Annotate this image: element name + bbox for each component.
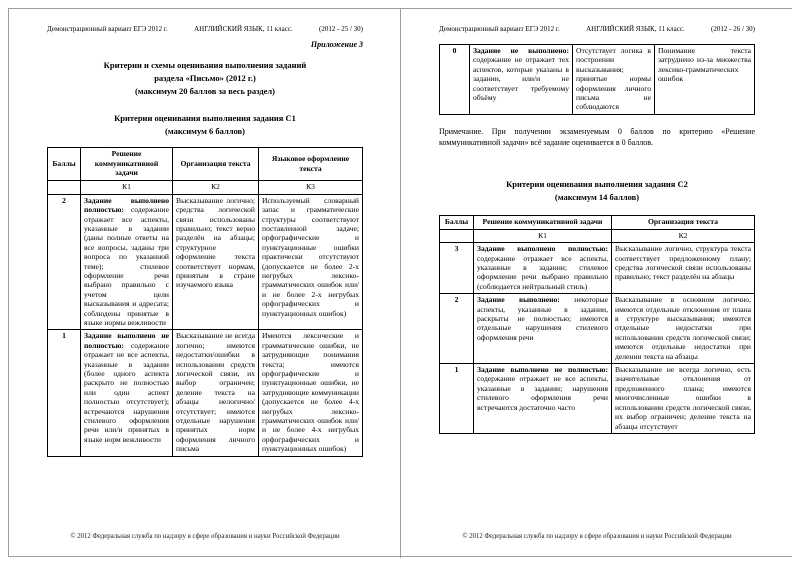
note-paragraph: Примечание. При получении экзаменуемым 0… <box>439 126 755 147</box>
main-title-line: (максимум 20 баллов за весь раздел) <box>134 85 276 96</box>
main-title-line: раздела «Письмо» (2012 г.) <box>154 72 256 83</box>
criteria-lead: Задание выполнено: <box>477 295 560 305</box>
score-cell: 1 <box>439 363 474 434</box>
criteria-cell-k1: Задание выполнено полностью: содержание … <box>473 242 612 295</box>
column-header-score: Баллы <box>47 146 81 182</box>
criteria-cell-k3: Понимание текста затруднено из-за множес… <box>654 44 755 115</box>
running-header: Демонстрационный вариант ЕГЭ 2012 г. АНГ… <box>47 25 363 33</box>
doc-variant-label: Демонстрационный вариант ЕГЭ 2012 г. <box>47 25 168 33</box>
criteria-cell-k2: Высказывание не всегда логично; имеются … <box>172 329 259 457</box>
footer-copyright: © 2012 Федеральная служба по надзору в с… <box>70 533 340 540</box>
table-row-score-1: 1 Задание выполнено не полностью: содерж… <box>47 329 363 457</box>
criteria-text: содержание отражает все аспекты, указанн… <box>84 205 169 328</box>
criteria-cell-k2: Высказывание логично, структура текста с… <box>611 242 755 295</box>
criteria-cell-k3: Имеются лексические и грамматические оши… <box>258 329 363 457</box>
table-row-score-0: 0 Задание не выполнено: содержание не от… <box>439 44 755 115</box>
score-cell: 3 <box>439 242 474 295</box>
c2-title-line: Критерии оценивания выполнения задания С… <box>506 179 688 190</box>
page-left: Демонстрационный вариант ЕГЭ 2012 г. АНГ… <box>9 9 400 556</box>
subheader-k1: К1 <box>80 180 173 195</box>
table-header-row: Баллы Решение коммуникативной задачи Орг… <box>439 214 755 230</box>
table-subheader-row: К1 К2 <box>439 228 755 244</box>
criteria-cell-k1: Задание выполнено не полностью: содержан… <box>80 329 173 457</box>
score-cell: 0 <box>439 44 470 115</box>
footer-copyright: © 2012 Федеральная служба по надзору в с… <box>462 533 732 540</box>
page-divider <box>400 8 401 558</box>
criteria-text: содержание отражает не все аспекты, указ… <box>477 374 608 412</box>
page-number: (2012 - 26 / 30) <box>711 25 755 33</box>
criteria-lead: Задание выполнено полностью: <box>477 244 608 254</box>
running-header: Демонстрационный вариант ЕГЭ 2012 г. АНГ… <box>439 25 755 33</box>
criteria-text: содержание отражает не все аспекты, указ… <box>84 340 169 444</box>
criteria-cell-k1: Задание выполнено полностью: содержание … <box>80 193 173 331</box>
subject-label: АНГЛИЙСКИЙ ЯЗЫК, 11 класс. <box>586 25 685 33</box>
subheader-k3: К3 <box>258 180 363 195</box>
c1-section-title: Критерии оценивания выполнения задания С… <box>47 112 363 138</box>
column-header-k1: Решение коммуникативной задачи <box>473 214 612 230</box>
criteria-cell-k2: Высказывание не всегда логично, есть зна… <box>611 363 755 434</box>
c2-criteria-table: Баллы Решение коммуникативной задачи Орг… <box>439 214 755 434</box>
page-number: (2012 - 25 / 30) <box>319 25 363 33</box>
score-cell: 2 <box>47 193 81 331</box>
column-header-k2: Организация текста <box>172 146 259 182</box>
c2-title-line: (максимум 14 баллов) <box>554 192 640 203</box>
table-row-score-3: 3 Задание выполнено полностью: содержани… <box>439 242 755 295</box>
c1-title-line: (максимум 6 баллов) <box>165 126 245 136</box>
c1-criteria-table-continuation: 0 Задание не выполнено: содержание не от… <box>439 44 755 115</box>
subheader-k2: К2 <box>172 180 259 195</box>
criteria-lead: Задание выполнено полностью: <box>84 195 169 215</box>
subheader-empty-cell <box>47 180 81 195</box>
criteria-cell-k1: Задание выполнено не полностью: содержан… <box>473 363 612 434</box>
subheader-k1: К1 <box>473 228 612 244</box>
main-title-line: Критерии и схемы оценивания выполнения з… <box>103 60 307 70</box>
table-row-score-2: 2 Задание выполнено полностью: содержани… <box>47 193 363 331</box>
subheader-k2: К2 <box>611 228 755 244</box>
table-row-score-1: 1 Задание выполнено не полностью: содерж… <box>439 363 755 434</box>
criteria-lead: Задание не выполнено: <box>473 46 569 55</box>
column-header-k2: Организация текста <box>611 214 755 230</box>
score-cell: 2 <box>439 293 474 365</box>
criteria-lead: Задание выполнено не полностью: <box>84 331 169 350</box>
page-right: Демонстрационный вариант ЕГЭ 2012 г. АНГ… <box>401 9 792 556</box>
doc-variant-label: Демонстрационный вариант ЕГЭ 2012 г. <box>439 25 560 33</box>
column-header-score: Баллы <box>439 214 474 230</box>
table-header-row: Баллы Решение коммуникативной задачи Орг… <box>47 146 363 182</box>
c1-title-line: Критерии оценивания выполнения задания С… <box>114 113 296 124</box>
table-row-score-2: 2 Задание выполнено: некоторые аспекты, … <box>439 293 755 365</box>
annex-label: Приложение 3 <box>310 40 363 49</box>
criteria-cell-k1: Задание выполнено: некоторые аспекты, ук… <box>473 293 612 365</box>
c1-criteria-table: Баллы Решение коммуникативной задачи Орг… <box>47 146 363 457</box>
criteria-text: некоторые аспекты, указанные в задании, … <box>477 295 608 342</box>
subheader-empty-cell <box>439 228 474 244</box>
c2-section-title: Критерии оценивания выполнения задания С… <box>439 178 755 204</box>
subject-label: АНГЛИЙСКИЙ ЯЗЫК, 11 класс. <box>194 25 293 33</box>
criteria-cell-k3: Используемый словарный запас и грамматич… <box>258 193 363 331</box>
criteria-cell-k2: Высказывание логично; средства логическо… <box>172 193 259 331</box>
criteria-cell-k2: Отсутствует логика в построении высказыв… <box>572 44 655 115</box>
score-cell: 1 <box>47 329 81 457</box>
main-title: Критерии и схемы оценивания выполнения з… <box>47 59 363 97</box>
criteria-cell-k1: Задание не выполнено: содержание не отра… <box>469 44 573 115</box>
column-header-k1: Решение коммуникативной задачи <box>80 146 173 182</box>
criteria-lead: Задание выполнено не полностью: <box>477 365 608 375</box>
criteria-text: содержание не отражает тех аспектов, кот… <box>473 55 569 103</box>
column-header-k3: Языковое оформление текста <box>258 146 363 182</box>
criteria-text: содержание отражает все аспекты, указанн… <box>477 253 608 291</box>
table-subheader-row: К1 К2 К3 <box>47 180 363 195</box>
criteria-cell-k2: Высказывание в основном логично, имеются… <box>611 293 755 365</box>
